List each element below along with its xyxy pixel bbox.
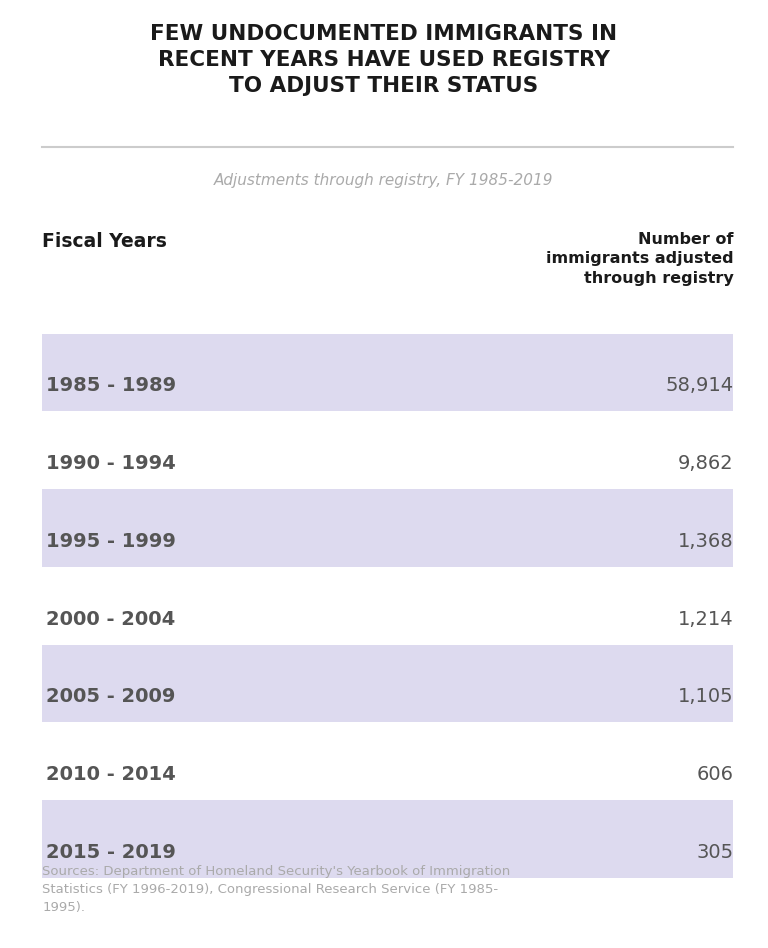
Text: 1,105: 1,105 <box>678 687 733 706</box>
FancyBboxPatch shape <box>42 567 733 645</box>
FancyBboxPatch shape <box>42 489 733 567</box>
Text: 9,862: 9,862 <box>678 454 733 473</box>
Text: 606: 606 <box>697 765 733 784</box>
FancyBboxPatch shape <box>42 411 733 489</box>
Text: 305: 305 <box>697 843 733 862</box>
Text: 2010 - 2014: 2010 - 2014 <box>46 765 176 784</box>
Text: 1990 - 1994: 1990 - 1994 <box>46 454 176 473</box>
Text: 1985 - 1989: 1985 - 1989 <box>46 376 176 395</box>
FancyBboxPatch shape <box>42 722 733 800</box>
Text: FEW UNDOCUMENTED IMMIGRANTS IN
RECENT YEARS HAVE USED REGISTRY
TO ADJUST THEIR S: FEW UNDOCUMENTED IMMIGRANTS IN RECENT YE… <box>151 24 617 97</box>
Text: 1,368: 1,368 <box>678 532 733 551</box>
Text: 1,214: 1,214 <box>678 610 733 629</box>
Text: 2005 - 2009: 2005 - 2009 <box>46 687 175 706</box>
FancyBboxPatch shape <box>42 645 733 722</box>
Text: 2015 - 2019: 2015 - 2019 <box>46 843 176 862</box>
FancyBboxPatch shape <box>42 800 733 878</box>
FancyBboxPatch shape <box>42 334 733 411</box>
Text: 58,914: 58,914 <box>665 376 733 395</box>
Text: 2000 - 2004: 2000 - 2004 <box>46 610 175 629</box>
Text: Number of
immigrants adjusted
through registry: Number of immigrants adjusted through re… <box>546 232 733 285</box>
Text: Fiscal Years: Fiscal Years <box>42 232 167 251</box>
Text: 1995 - 1999: 1995 - 1999 <box>46 532 176 551</box>
Text: Adjustments through registry, FY 1985-2019: Adjustments through registry, FY 1985-20… <box>214 173 554 188</box>
Text: Sources: Department of Homeland Security's Yearbook of Immigration
Statistics (F: Sources: Department of Homeland Security… <box>42 865 511 914</box>
